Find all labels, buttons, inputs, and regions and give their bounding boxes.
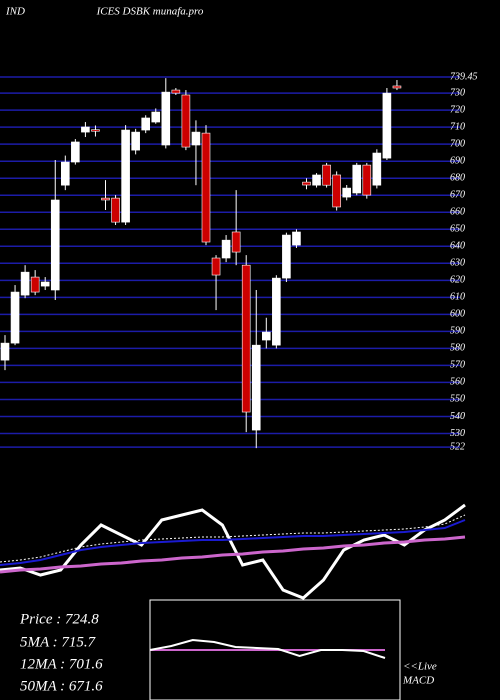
candle-body: [161, 91, 171, 146]
candle-body: [312, 174, 321, 186]
y-tick-label: 550: [450, 394, 465, 405]
candle-body: [40, 281, 50, 287]
candle-body: [0, 342, 10, 361]
candle-body: [60, 161, 70, 186]
candle-body: [382, 92, 392, 159]
candle-body: [261, 331, 271, 341]
label-left: IND: [5, 6, 25, 18]
y-tick-label: 590: [450, 326, 465, 337]
candle-body: [201, 132, 211, 243]
indicator-line: [0, 535, 466, 574]
y-tick-label: 560: [450, 377, 465, 388]
candle-body: [352, 164, 362, 194]
y-tick-label: 739.45: [450, 71, 478, 82]
candle-body: [251, 344, 261, 431]
candle-body: [372, 152, 382, 186]
candle-body: [302, 181, 311, 186]
candle-body: [131, 131, 140, 151]
candle-body: [342, 187, 352, 198]
candle-body: [141, 117, 150, 131]
y-tick-label: 710: [450, 121, 465, 132]
candle-body: [20, 271, 30, 296]
y-tick-label: 600: [450, 309, 465, 320]
y-tick-label: 630: [450, 258, 465, 269]
candle-body: [30, 276, 40, 293]
y-tick-label: 570: [450, 360, 465, 371]
candle-body: [50, 199, 60, 291]
y-tick-label: 690: [450, 155, 465, 166]
indicator-line: [149, 638, 386, 659]
candle-body: [91, 129, 100, 132]
y-tick-label: 530: [450, 428, 465, 439]
candle-body: [231, 231, 241, 253]
y-tick-label: 660: [450, 207, 465, 218]
candle-body: [111, 197, 120, 223]
chart-title: ICES DSBK munafa.pro: [96, 6, 204, 18]
y-tick-label: 720: [450, 104, 465, 115]
candle-body: [241, 264, 251, 413]
candle-body: [221, 239, 231, 259]
y-tick-label: 680: [450, 173, 465, 184]
macd-label: MACD: [402, 675, 434, 687]
y-tick-label: 620: [450, 275, 465, 286]
candle-body: [362, 164, 372, 196]
candle-body: [191, 131, 201, 146]
candle-body: [81, 126, 90, 133]
y-tick-label: 580: [450, 343, 465, 354]
y-tick-label: 650: [450, 224, 465, 235]
indicator-line: [0, 519, 466, 566]
y-tick-label: 540: [450, 411, 465, 422]
y-tick-label: 610: [450, 292, 465, 303]
stat: 12MA : 701.6: [20, 656, 103, 672]
indicator-line: [0, 514, 466, 563]
candle-body: [171, 89, 181, 94]
candle-body: [272, 277, 281, 346]
candle-body: [211, 257, 221, 276]
candle-body: [151, 111, 161, 123]
y-tick-label: 522: [450, 441, 465, 452]
y-tick-label: 700: [450, 138, 465, 149]
y-tick-label: 730: [450, 87, 465, 98]
stat: 5MA : 715.7: [20, 634, 97, 650]
y-tick-label: 670: [450, 190, 465, 201]
candle-body: [322, 164, 331, 186]
candle-body: [10, 291, 20, 344]
macd-label: <<Live: [403, 661, 437, 673]
candle-body: [292, 231, 301, 246]
stat: Price : 724.8: [19, 611, 99, 627]
candle-body: [121, 129, 130, 223]
candle-body: [101, 197, 110, 201]
y-tick-label: 640: [450, 241, 465, 252]
candle-body: [282, 234, 291, 279]
candle-body: [392, 85, 402, 89]
stat: 50MA : 671.6: [20, 678, 103, 694]
candle-body: [181, 94, 191, 148]
indicator-line: [0, 503, 466, 600]
candle-body: [71, 141, 80, 163]
candle-body: [332, 174, 341, 208]
